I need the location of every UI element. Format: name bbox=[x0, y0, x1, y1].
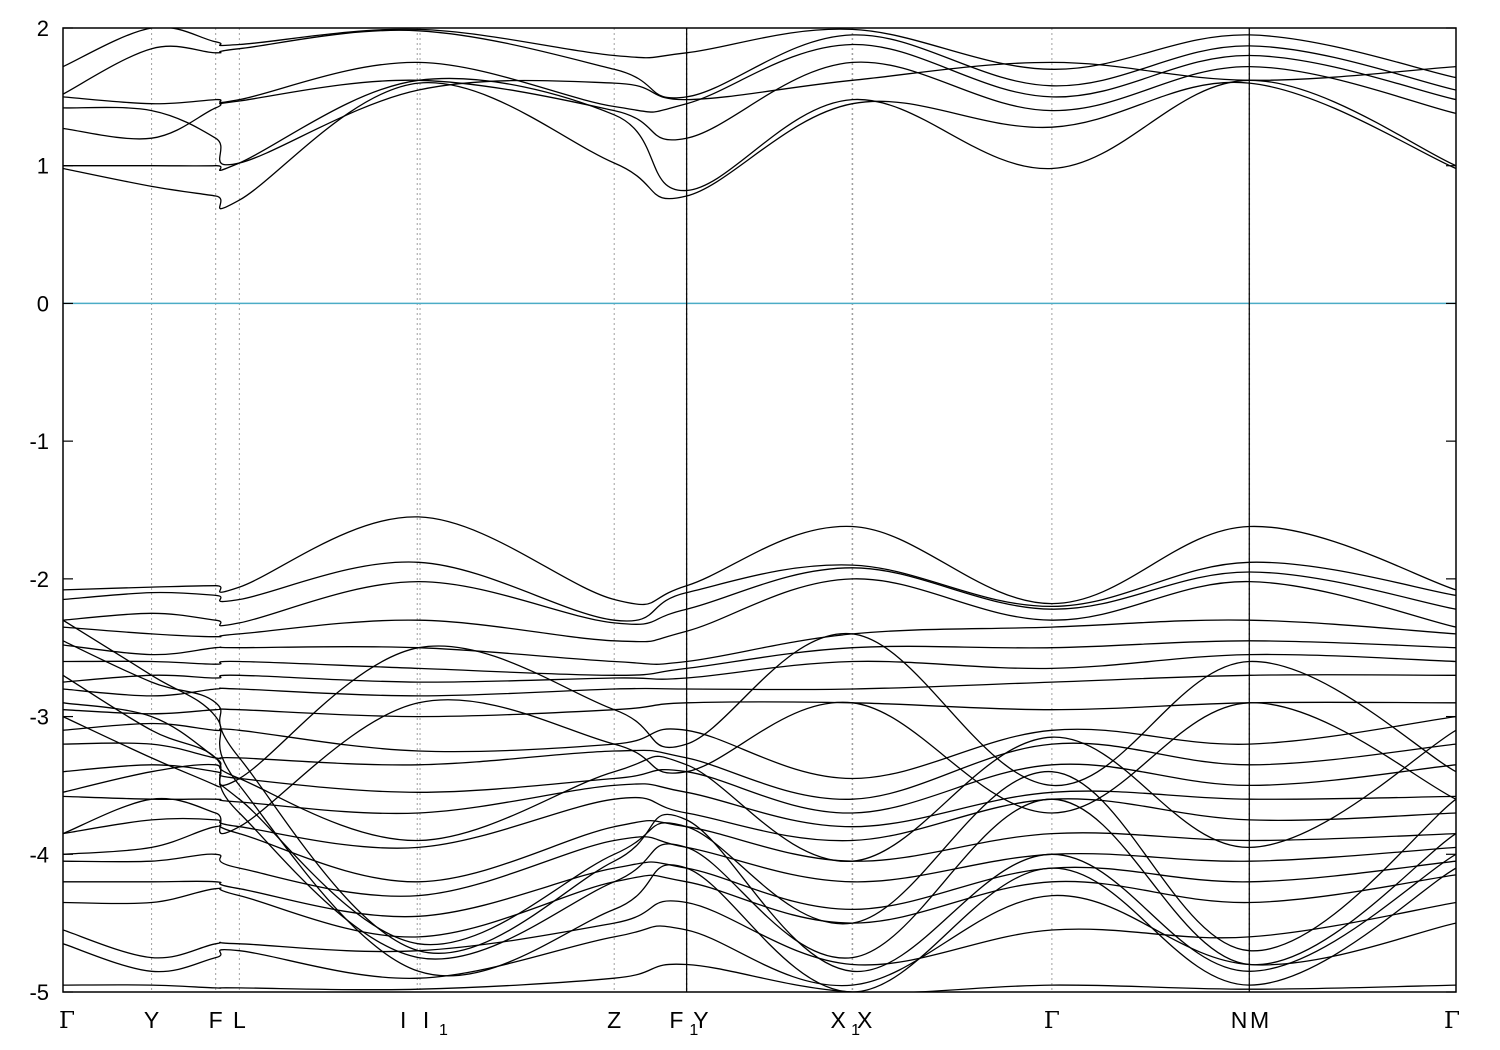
band-line bbox=[63, 516, 1456, 606]
kpoint-label: X bbox=[830, 1007, 845, 1033]
band-line bbox=[63, 61, 1456, 141]
band-line bbox=[63, 61, 1456, 166]
kpoint-label: Γ bbox=[1044, 1008, 1060, 1034]
kpoint-label: L bbox=[233, 1007, 246, 1033]
band-line bbox=[63, 633, 1456, 793]
y-tick-label: -1 bbox=[29, 429, 49, 454]
y-tick-label: -2 bbox=[29, 567, 49, 592]
kpoint-label: X bbox=[857, 1007, 872, 1033]
band-line bbox=[63, 674, 1456, 697]
band-line bbox=[63, 28, 1456, 79]
y-tick-label: 2 bbox=[37, 16, 49, 41]
kpoint-label: Z bbox=[607, 1007, 621, 1033]
band-line bbox=[63, 836, 1456, 897]
band-line bbox=[63, 699, 1456, 835]
band-line bbox=[63, 640, 1456, 676]
band-line bbox=[63, 702, 1456, 862]
kpoint-label: I bbox=[400, 1007, 406, 1033]
band-line bbox=[63, 874, 1456, 938]
band-line bbox=[63, 701, 1456, 718]
kpoint-label: Γ bbox=[1444, 1008, 1460, 1034]
band-line bbox=[63, 819, 1456, 883]
band-line bbox=[63, 640, 1456, 972]
band-line bbox=[63, 763, 1456, 814]
kpoint-label-subscript: 1 bbox=[851, 1022, 860, 1039]
kpoint-label: Γ bbox=[59, 1008, 75, 1034]
band-line bbox=[63, 963, 1456, 992]
band-line bbox=[63, 900, 1456, 966]
kpoint-label: N bbox=[1231, 1007, 1248, 1033]
band-line bbox=[63, 653, 1456, 683]
band-line bbox=[63, 77, 1456, 192]
kpoint-label: I bbox=[423, 1007, 429, 1033]
y-tick-label: -5 bbox=[29, 980, 49, 1005]
band-line bbox=[63, 567, 1456, 627]
band-line bbox=[63, 894, 1456, 987]
band-line bbox=[63, 796, 1456, 849]
band-line bbox=[63, 619, 1456, 992]
y-tick-label: 0 bbox=[37, 291, 49, 316]
band-line bbox=[63, 43, 1456, 113]
band-line bbox=[63, 783, 1456, 828]
band-line bbox=[63, 715, 1456, 780]
y-tick-label: 1 bbox=[37, 154, 49, 179]
kpoint-label: F bbox=[669, 1007, 683, 1033]
kpoint-label-subscript: 1 bbox=[689, 1022, 698, 1039]
band-line bbox=[63, 619, 1456, 665]
x-axis: Γ Y F L I I 1 Z F 1Y X 1X Γ N M Γ bbox=[59, 1007, 1460, 1039]
segment-breaks-layer bbox=[686, 28, 1250, 992]
band-line bbox=[63, 561, 1456, 622]
y-tick-label: -3 bbox=[29, 705, 49, 730]
y-axis: 2 1 0 -1 -2 -3 -4 -5 bbox=[29, 16, 1456, 1005]
band-line bbox=[63, 578, 1456, 643]
plot-frame bbox=[62, 27, 1457, 993]
y-tick-label: -4 bbox=[29, 842, 49, 867]
band-line bbox=[63, 29, 1456, 99]
kpoint-label: Y bbox=[693, 1007, 708, 1033]
band-line bbox=[63, 674, 1456, 966]
bands-layer bbox=[63, 28, 1456, 992]
kpoint-label: Y bbox=[144, 1007, 159, 1033]
kpoint-label: M bbox=[1250, 1007, 1269, 1033]
band-line bbox=[63, 742, 1456, 800]
kpoint-gridlines bbox=[151, 28, 1251, 992]
kpoint-label: F bbox=[209, 1007, 223, 1033]
kpoint-label-subscript: 1 bbox=[439, 1022, 448, 1039]
band-line bbox=[63, 81, 1456, 210]
